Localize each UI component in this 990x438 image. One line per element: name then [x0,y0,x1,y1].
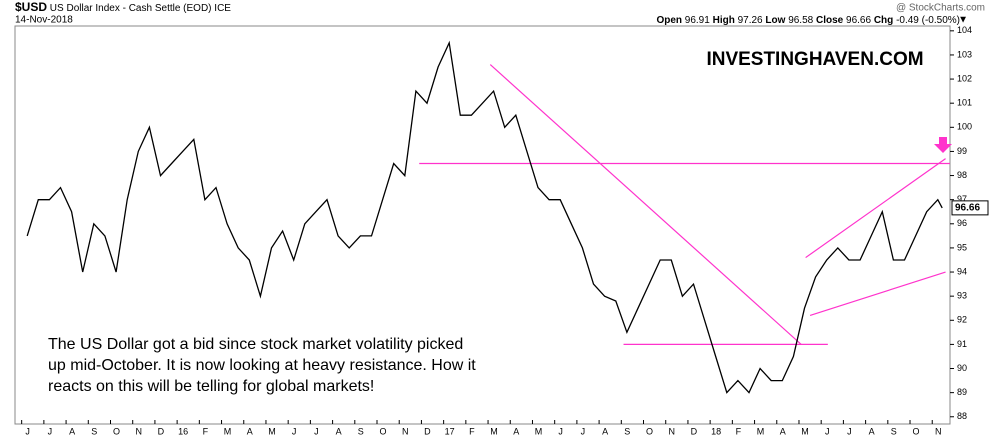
x-tick-label: A [69,426,75,436]
y-tick-label: 101 [957,98,972,108]
stat-value: 96.91 [685,15,710,26]
x-tick-label: M [535,426,543,436]
y-tick-label: 98 [957,170,967,180]
x-tick-label: A [247,426,253,436]
x-tick-label: A [513,426,519,436]
plot-frame [14,25,951,425]
x-tick-label: J [25,426,30,436]
x-tick-label: M [490,426,498,436]
x-tick-label: S [891,426,897,436]
annotation: The US Dollar got a bid since stock mark… [48,336,463,353]
x-tick-label: S [358,426,364,436]
stat-label: Open [656,15,682,26]
symbol: $USD [15,0,47,14]
annotation: up mid-October. It is now looking at hea… [48,357,476,374]
x-tick-label: J [581,426,586,436]
x-tick-label: N [135,426,142,436]
down-arrow: ▼ [958,15,968,26]
x-tick-label: J [48,426,53,436]
trendline [805,158,946,259]
source: @ StockCharts.com [896,3,985,14]
resistance-arrow [934,137,952,153]
stat-value: 97.26 [738,15,763,26]
y-tick-label: 102 [957,73,972,83]
date: 14-Nov-2018 [15,15,73,26]
x-tick-label: M [224,426,232,436]
y-tick-label: 99 [957,146,967,156]
y-tick-label: 96 [957,218,967,228]
stat-label: High [713,15,735,26]
x-tick-label: M [801,426,809,436]
x-tick-label: D [424,426,431,436]
x-tick-label: M [757,426,765,436]
x-tick-label: J [825,426,830,436]
price-line [26,40,943,394]
change-pct: (-0.50%) [922,15,960,26]
y-tick-label: 97 [957,194,967,204]
exchange: ICE [214,3,231,14]
x-tick-label: F [736,426,742,436]
y-tick-label: 100 [957,122,972,132]
x-tick-label: 18 [711,426,721,436]
annotation: reacts on this will be telling for globa… [48,378,374,395]
stat-label: Chg [874,15,893,26]
x-tick-label: J [314,426,319,436]
y-tick-label: 93 [957,291,967,301]
trendline [489,64,802,345]
x-tick-label: N [935,426,942,436]
stat-label: Close [816,15,844,26]
x-tick-label: A [336,426,342,436]
x-tick-label: F [469,426,475,436]
y-tick-label: 91 [957,339,967,349]
x-tick-label: A [602,426,608,436]
stat-label: Low [765,15,785,26]
title: US Dollar Index - Cash Settle (EOD) [50,3,212,14]
x-tick-label: N [402,426,409,436]
stat-value: -0.49 [896,15,919,26]
x-tick-label: 16 [178,426,188,436]
trendline [809,271,946,317]
x-tick-label: F [203,426,209,436]
x-tick-label: D [158,426,165,436]
x-tick-label: O [646,426,653,436]
x-tick-label: A [780,426,786,436]
x-tick-label: S [624,426,630,436]
y-tick-label: 89 [957,387,967,397]
x-tick-label: S [91,426,97,436]
stat-value: 96.58 [788,15,813,26]
y-tick-label: 103 [957,49,972,59]
stats: Open 96.91 High 97.26 Low 96.58 Close 96… [656,15,960,26]
x-tick-label: O [113,426,120,436]
x-tick-label: M [268,426,276,436]
x-tick-label: D [691,426,698,436]
x-tick-label: O [379,426,386,436]
x-tick-label: 17 [445,426,455,436]
x-tick-label: J [847,426,852,436]
header: $USD US Dollar Index - Cash Settle (EOD)… [15,0,231,14]
x-tick-label: O [913,426,920,436]
x-tick-label: A [869,426,875,436]
y-tick-label: 88 [957,411,967,421]
y-tick-label: 94 [957,266,967,276]
y-tick-label: 90 [957,363,967,373]
watermark: INVESTINGHAVEN.COM [706,49,923,70]
y-tick-label: 95 [957,242,967,252]
x-tick-label: J [292,426,297,436]
stat-value: 96.66 [846,15,871,26]
y-tick-label: 92 [957,315,967,325]
x-tick-label: J [558,426,563,436]
last-value-label: 96.66 [955,203,980,214]
x-tick-label: N [668,426,675,436]
y-tick-label: 104 [957,25,972,35]
last-value-box [951,200,989,216]
